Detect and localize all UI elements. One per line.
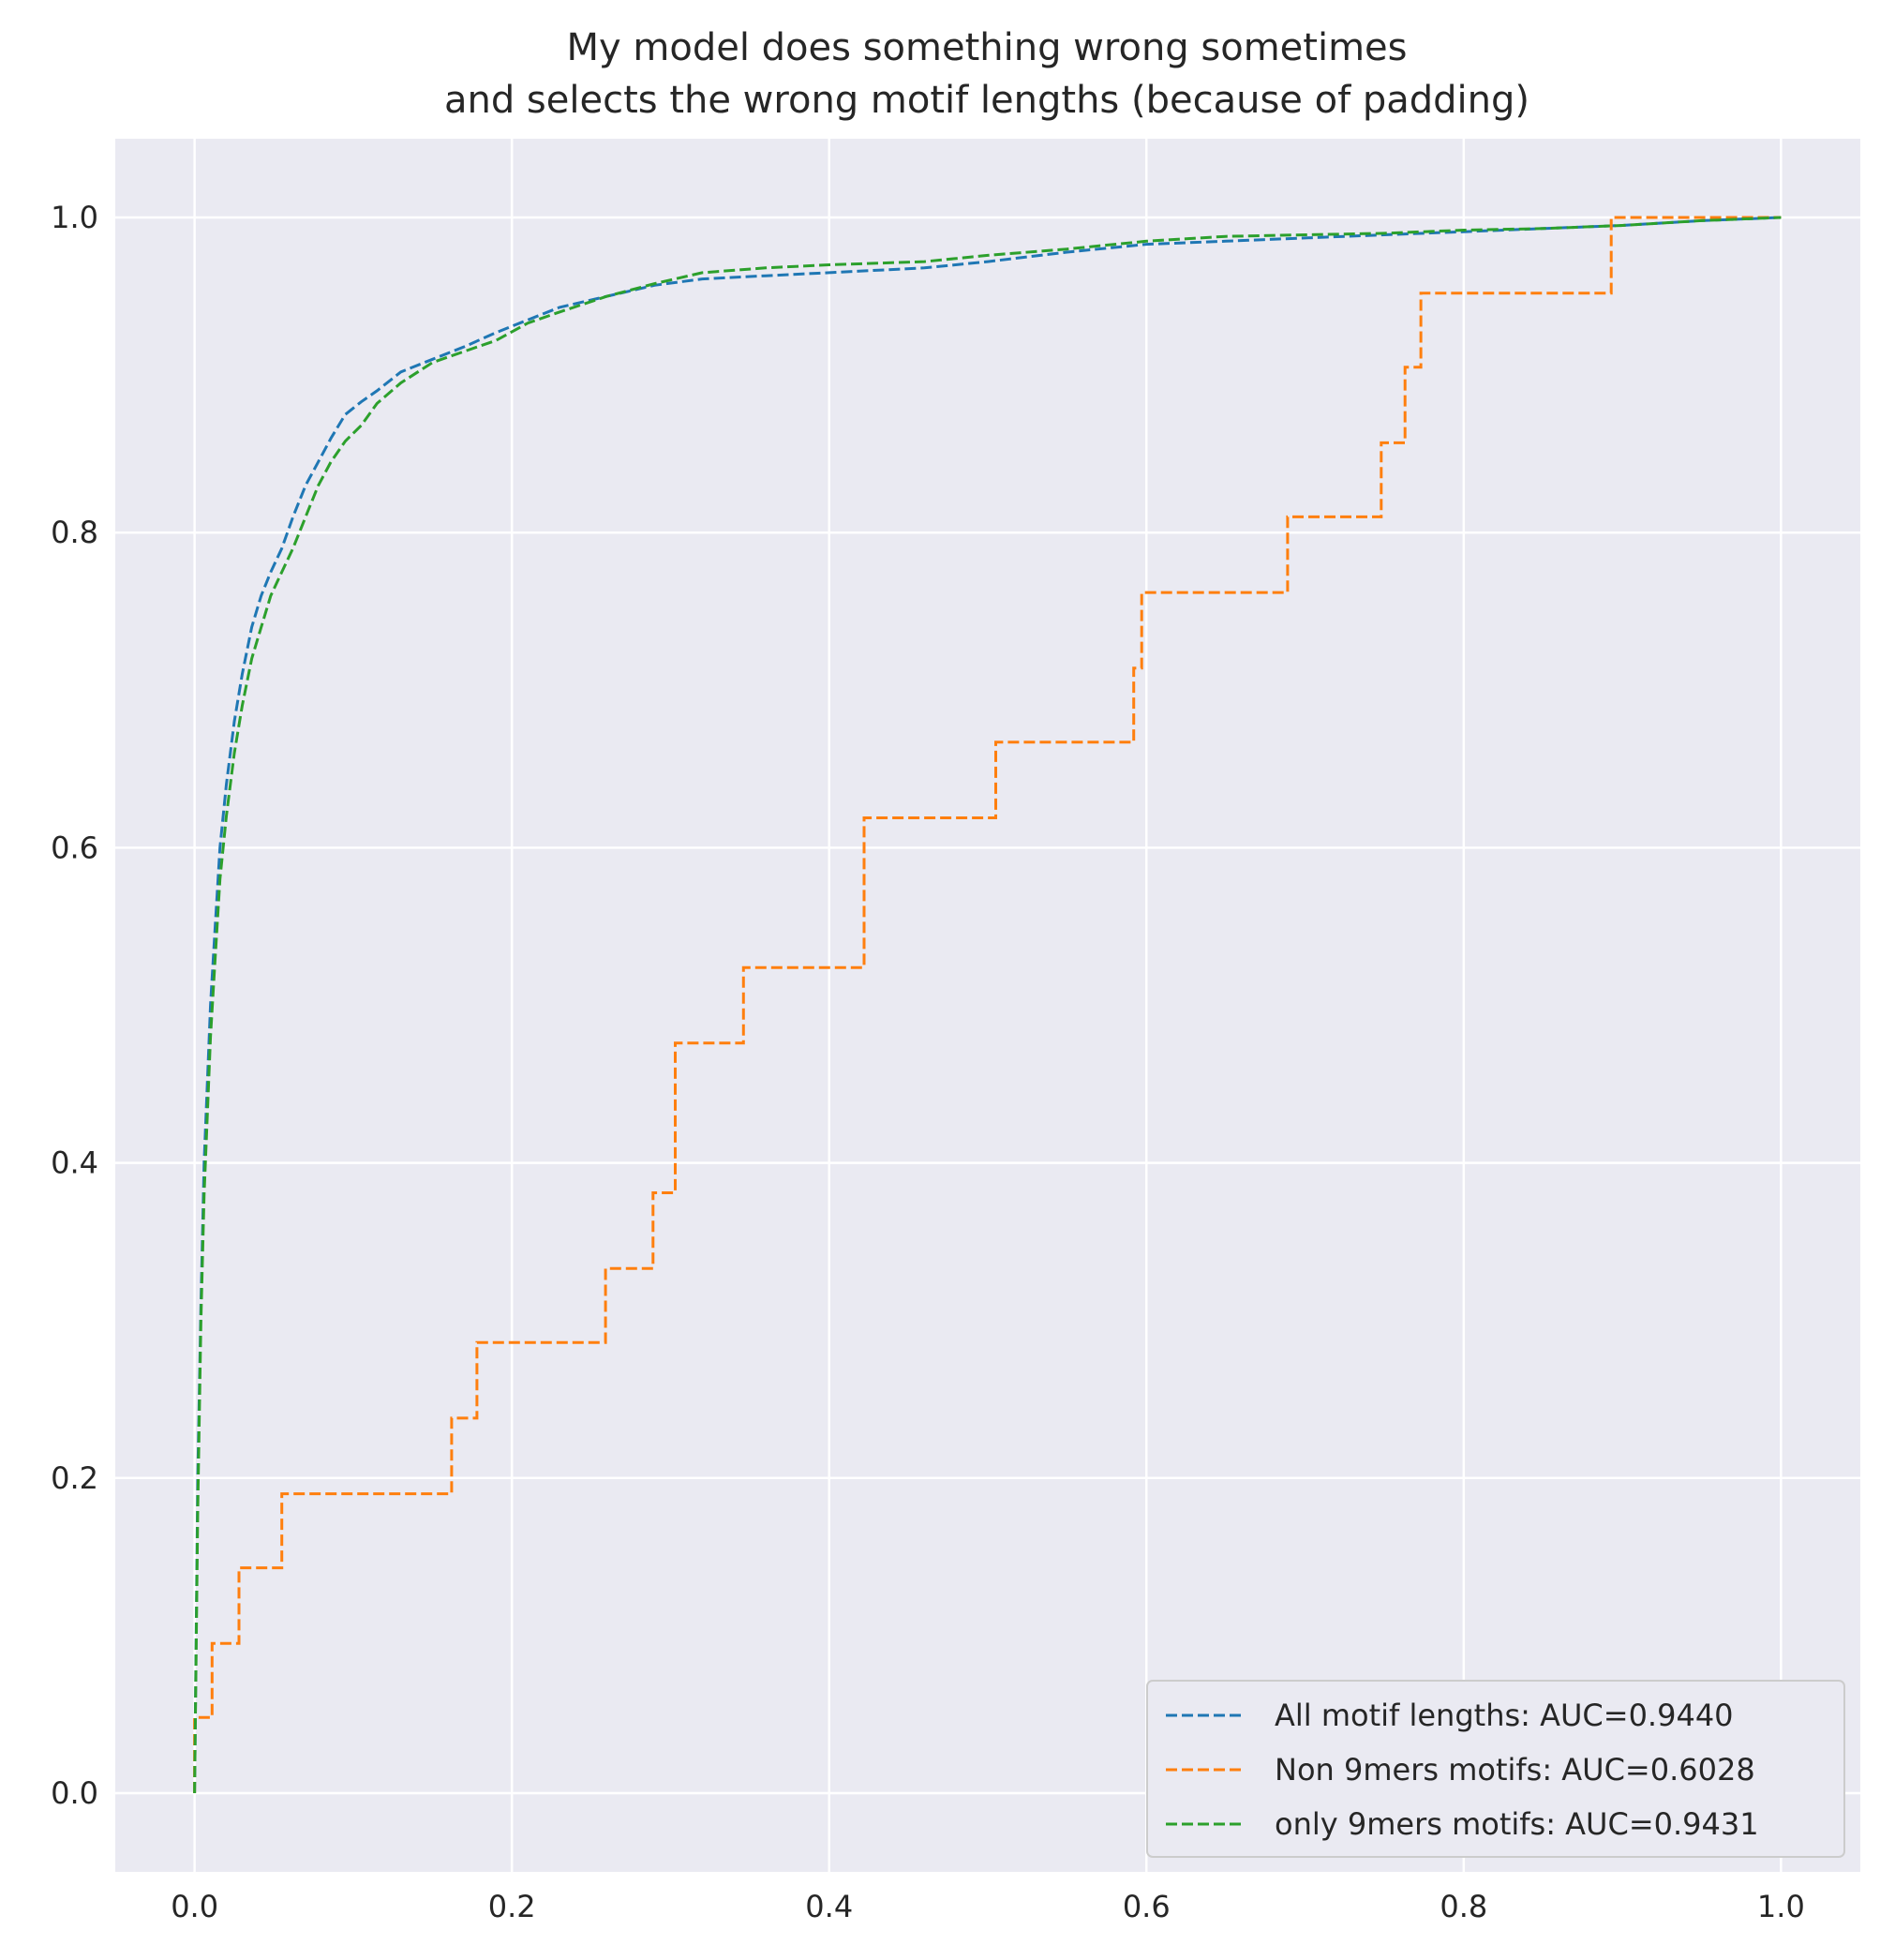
legend-label-1: Non 9mers motifs: AUC=0.6028 xyxy=(1275,1752,1755,1788)
y-axis-ticks: 0.0 0.2 0.4 0.6 0.8 1.0 xyxy=(51,200,98,1811)
x-tick-label-2: 0.4 xyxy=(805,1889,853,1924)
x-tick-label-1: 0.2 xyxy=(488,1889,536,1924)
y-tick-label-1: 0.2 xyxy=(51,1460,98,1496)
x-tick-label-0: 0.0 xyxy=(171,1889,218,1924)
legend-label-0: All motif lengths: AUC=0.9440 xyxy=(1275,1698,1734,1733)
chart-subtitle: and selects the wrong motif lengths (bec… xyxy=(444,79,1529,122)
x-tick-label-5: 1.0 xyxy=(1757,1889,1805,1924)
y-tick-label-4: 0.8 xyxy=(51,515,98,550)
series-line-1 xyxy=(193,216,1782,1793)
y-tick-label-0: 0.0 xyxy=(51,1775,98,1811)
series-line-0 xyxy=(193,216,1782,1794)
legend-box xyxy=(1146,1680,1845,1858)
y-tick-label-3: 0.6 xyxy=(51,830,98,865)
legend: All motif lengths: AUC=0.9440 Non 9mers … xyxy=(1146,1680,1845,1858)
x-tick-label-3: 0.6 xyxy=(1123,1889,1171,1924)
series-layer xyxy=(193,216,1782,1794)
grid-lines xyxy=(115,139,1860,1872)
y-tick-label-5: 1.0 xyxy=(51,200,98,235)
y-tick-label-2: 0.4 xyxy=(51,1145,98,1181)
series-line-2 xyxy=(193,216,1782,1794)
x-tick-label-4: 0.8 xyxy=(1440,1889,1487,1924)
chart-title: My model does something wrong sometimes xyxy=(567,26,1408,69)
plot-area xyxy=(115,139,1860,1872)
legend-label-2: only 9mers motifs: AUC=0.9431 xyxy=(1275,1806,1759,1842)
x-axis-ticks: 0.0 0.2 0.4 0.6 0.8 1.0 xyxy=(171,1889,1805,1924)
